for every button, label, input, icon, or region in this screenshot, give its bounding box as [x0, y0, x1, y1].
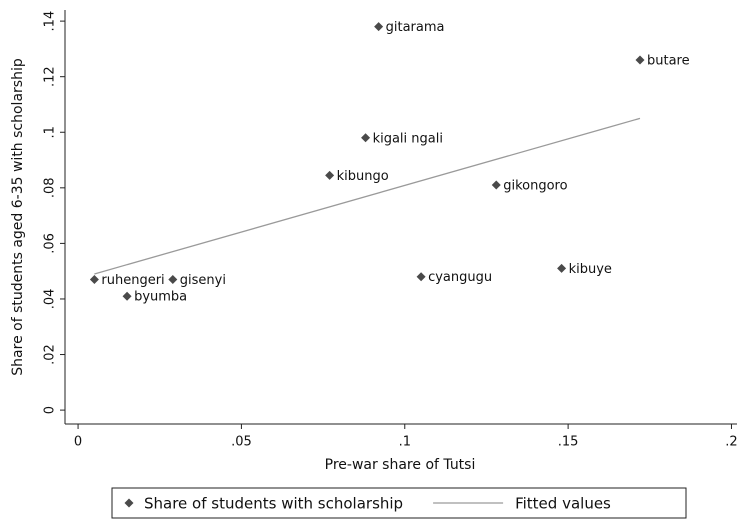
point-label: cyangugu	[428, 270, 492, 285]
point-label: ruhengeri	[101, 273, 164, 288]
legend-marker	[124, 498, 134, 508]
point	[89, 275, 99, 285]
point-label: kibungo	[337, 169, 389, 184]
y-tick-label: .14	[43, 11, 58, 32]
point-label: gitarama	[386, 20, 445, 35]
y-tick-label: .02	[43, 344, 58, 365]
point-label: kigali ngali	[373, 131, 443, 146]
y-axis-title: Share of students aged 6-35 with scholar…	[10, 58, 26, 376]
point	[635, 55, 645, 65]
point	[416, 272, 426, 282]
fit-line	[94, 117, 641, 275]
legend-box	[111, 487, 687, 519]
x-axis-title: Pre-war share of Tutsi	[325, 457, 476, 473]
legend-label: Share of students with scholarship	[144, 495, 403, 513]
point	[557, 263, 567, 273]
point	[168, 275, 178, 285]
point	[374, 22, 384, 32]
y-tick-label: .12	[43, 66, 58, 87]
point-label: gikongoro	[503, 179, 567, 194]
x-tick-label: .2	[725, 435, 737, 450]
y-tick-label: .06	[43, 233, 58, 254]
point-label: gisenyi	[180, 273, 226, 288]
x-tick-label: .1	[399, 435, 411, 450]
point-label: byumba	[134, 290, 187, 305]
point	[361, 133, 371, 143]
x-tick-label: 0	[74, 435, 82, 450]
point-label: kibuye	[569, 262, 612, 277]
point	[325, 170, 335, 180]
x-tick-label: .15	[558, 435, 579, 450]
x-tick-label: .05	[231, 435, 252, 450]
point	[122, 291, 132, 301]
legend-label: Fitted values	[515, 495, 611, 513]
point	[491, 180, 501, 190]
y-tick-label: .04	[43, 289, 58, 310]
point-label: butare	[647, 54, 690, 69]
y-tick-label: 0	[43, 406, 58, 414]
y-tick-label: .08	[43, 177, 58, 198]
y-tick-label: .1	[43, 126, 58, 138]
